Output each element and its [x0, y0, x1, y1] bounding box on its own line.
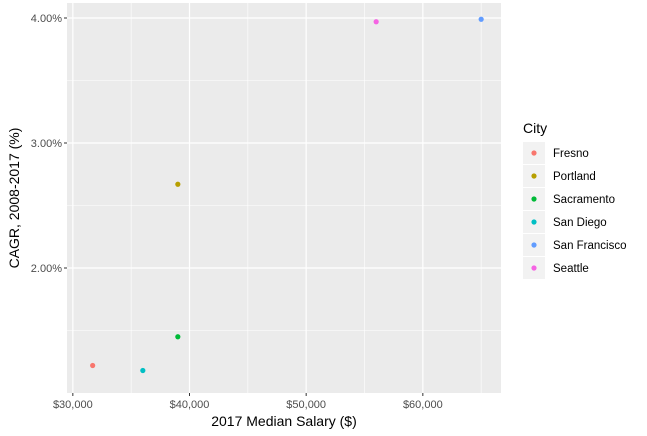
minor-gridlines	[67, 3, 501, 393]
y-axis-ticks: 2.00% 3.00% 4.00%	[31, 13, 67, 275]
y-tick-label: 2.00%	[31, 263, 62, 275]
data-point-seattle	[373, 19, 379, 25]
legend-key-marker	[531, 219, 537, 225]
data-point-sacramento	[175, 334, 181, 340]
data-point-portland	[175, 181, 181, 187]
legend-label: Seattle	[553, 263, 589, 275]
x-tick-label: $30,000	[53, 399, 93, 411]
legend-label: Portland	[553, 171, 596, 183]
x-tick-label: $60,000	[403, 399, 443, 411]
plot-panel	[67, 3, 501, 393]
legend-label: San Francisco	[553, 240, 627, 252]
legend-key-marker	[531, 150, 537, 156]
legend-title: City	[523, 120, 547, 136]
data-point-san-francisco	[478, 16, 484, 22]
x-axis-title: 2017 Median Salary ($)	[211, 413, 357, 429]
x-tick-label: $40,000	[170, 399, 210, 411]
legend-key-marker	[531, 173, 537, 179]
legend-label: Sacramento	[553, 194, 615, 206]
data-points	[90, 16, 484, 374]
y-axis-title: CAGR, 2008-2017 (%)	[6, 128, 22, 269]
legend-label: Fresno	[553, 148, 589, 160]
legend-key-marker	[531, 242, 537, 248]
y-tick-label: 4.00%	[31, 13, 62, 25]
legend-key-marker	[531, 196, 537, 202]
major-gridlines	[67, 3, 501, 393]
legend-label: San Diego	[553, 217, 607, 229]
legend-key-marker	[531, 265, 537, 271]
legend-entries: Fresno Portland Sacramento San Diego San Fra…	[523, 142, 627, 279]
y-tick-label: 3.00%	[31, 138, 62, 150]
x-axis-ticks: $30,000 $40,000 $50,000 $60,000	[53, 393, 443, 411]
x-tick-label: $50,000	[286, 399, 326, 411]
data-point-fresno	[90, 362, 96, 369]
data-point-san-diego	[140, 367, 146, 374]
legend: City Fresno Portland Sacramento San Diego Sa…	[523, 120, 627, 279]
